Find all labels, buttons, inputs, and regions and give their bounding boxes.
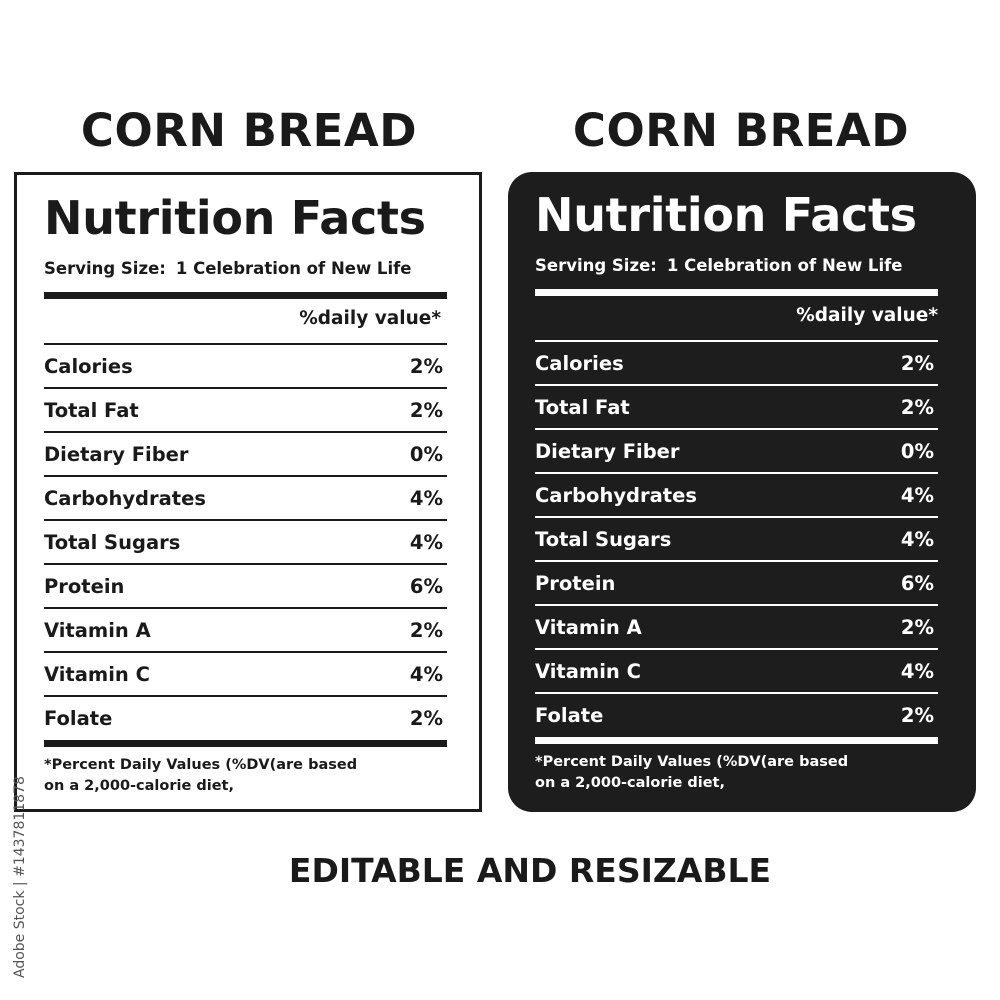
nutrient-rows: Calories 2% Total Fat 2% Dietary Fiber 0% C… [44, 343, 447, 739]
nutrient-name: Folate [535, 703, 604, 727]
nutrient-row: Dietary Fiber 0% [44, 431, 447, 475]
serving-size: Serving Size: 1 Celebration of New Life [44, 259, 411, 278]
nutrient-row: Vitamin A 2% [44, 607, 447, 651]
nutrient-value: 4% [900, 659, 934, 683]
serving-size-label: Serving Size: [535, 256, 657, 275]
nutrient-row: Calories 2% [535, 340, 938, 384]
nutrient-row: Protein 6% [44, 563, 447, 607]
nutrient-value: 4% [409, 530, 443, 554]
nutrient-row: Carbohydrates 4% [535, 472, 938, 516]
top-rule [535, 289, 938, 296]
bottom-rule [44, 740, 447, 747]
nutrient-name: Dietary Fiber [44, 442, 189, 466]
nutrient-row: Protein 6% [535, 560, 938, 604]
nutrient-name: Protein [44, 574, 125, 598]
nutrition-facts-title: Nutrition Facts [44, 191, 426, 245]
nutrition-facts-title: Nutrition Facts [535, 188, 917, 242]
nutrient-value: 2% [900, 703, 934, 727]
nutrient-value: 6% [900, 571, 934, 595]
serving-size-value: 1 Celebration of New Life [175, 259, 412, 278]
nutrient-row: Total Fat 2% [44, 387, 447, 431]
nutrient-value: 2% [900, 615, 934, 639]
nutrient-name: Calories [535, 351, 624, 375]
nutrient-name: Carbohydrates [44, 486, 206, 510]
nutrient-name: Vitamin C [535, 659, 641, 683]
nutrient-row: Total Sugars 4% [44, 519, 447, 563]
nutrient-name: Vitamin C [44, 662, 150, 686]
nutrient-value: 4% [409, 486, 443, 510]
nutrient-value: 4% [409, 662, 443, 686]
nutrient-name: Total Fat [535, 395, 630, 419]
daily-value-header: %daily value* [299, 308, 441, 329]
nutrient-name: Protein [535, 571, 616, 595]
nutrient-rows: Calories 2% Total Fat 2% Dietary Fiber 0% C… [535, 340, 938, 736]
nutrient-row: Carbohydrates 4% [44, 475, 447, 519]
nutrient-name: Total Sugars [44, 530, 181, 554]
nutrient-row: Calories 2% [44, 343, 447, 387]
serving-size-value: 1 Celebration of New Life [666, 256, 903, 275]
footnote-line-2: on a 2,000-calorie diet, [535, 775, 725, 791]
nutrient-name: Dietary Fiber [535, 439, 680, 463]
nutrient-value: 6% [409, 574, 443, 598]
nutrient-value: 2% [409, 398, 443, 422]
nutrient-value: 4% [900, 483, 934, 507]
nutrient-value: 2% [409, 354, 443, 378]
nutrient-value: 0% [900, 439, 934, 463]
nutrient-name: Folate [44, 706, 113, 730]
nutrient-value: 2% [900, 395, 934, 419]
nutrient-name: Total Fat [44, 398, 139, 422]
footnote-line-1: *Percent Daily Values (%DV(are based [44, 757, 358, 773]
footnote-line-2: on a 2,000-calorie diet, [44, 778, 234, 794]
bottom-rule [535, 737, 938, 744]
nutrient-name: Vitamin A [44, 618, 151, 642]
nutrient-value: 4% [900, 527, 934, 551]
serving-size-label: Serving Size: [44, 259, 166, 278]
nutrient-name: Vitamin A [535, 615, 642, 639]
nutrient-row: Total Fat 2% [535, 384, 938, 428]
nutrient-row: Folate 2% [44, 695, 447, 739]
editable-caption: EDITABLE AND RESIZABLE [288, 851, 772, 890]
nutrient-name: Calories [44, 354, 133, 378]
nutrient-row: Total Sugars 4% [535, 516, 938, 560]
nutrient-name: Total Sugars [535, 527, 672, 551]
nutrient-value: 2% [409, 706, 443, 730]
nutrient-row: Dietary Fiber 0% [535, 428, 938, 472]
top-rule [44, 292, 447, 299]
serving-size: Serving Size: 1 Celebration of New Life [535, 256, 902, 275]
daily-value-header: %daily value* [796, 305, 938, 326]
nutrient-value: 0% [409, 442, 443, 466]
nutrient-row: Vitamin A 2% [535, 604, 938, 648]
nutrient-name: Carbohydrates [535, 483, 697, 507]
nutrient-value: 2% [409, 618, 443, 642]
stock-id-watermark: Adobe Stock | #1437811878 [12, 776, 28, 978]
footnote: *Percent Daily Values (%DV(are based on … [44, 755, 424, 797]
footnote: *Percent Daily Values (%DV(are based on … [535, 752, 915, 794]
nutrient-value: 2% [900, 351, 934, 375]
nutrient-row: Folate 2% [535, 692, 938, 736]
heading-left: CORN BREAD [80, 104, 418, 157]
nutrient-row: Vitamin C 4% [535, 648, 938, 692]
nutrition-label-dark: Nutrition Facts Serving Size: 1 Celebrati… [508, 172, 976, 812]
nutrition-label-light: Nutrition Facts Serving Size: 1 Celebrati… [14, 172, 482, 812]
footnote-line-1: *Percent Daily Values (%DV(are based [535, 754, 849, 770]
nutrient-row: Vitamin C 4% [44, 651, 447, 695]
heading-right: CORN BREAD [572, 104, 910, 157]
